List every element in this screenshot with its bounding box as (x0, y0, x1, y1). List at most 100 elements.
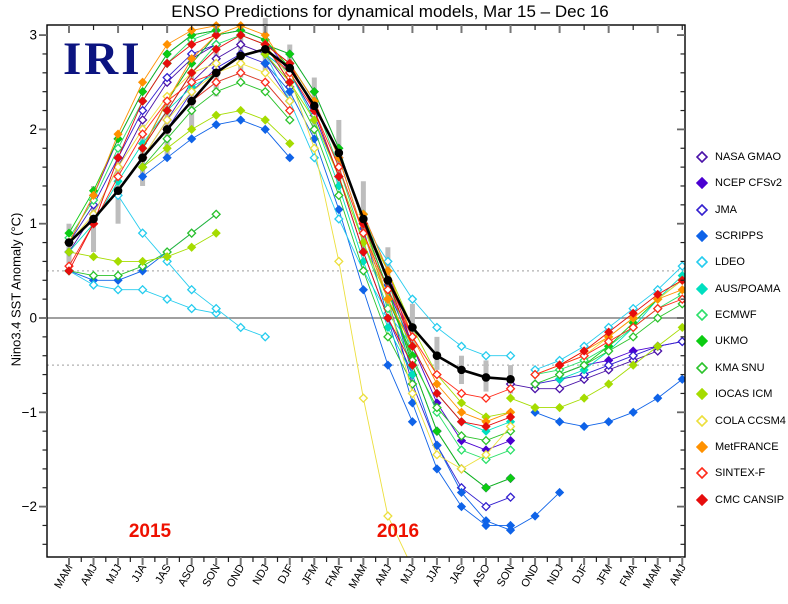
diamond-marker (284, 96, 295, 106)
diamond-marker (456, 464, 467, 474)
diamond-marker (162, 134, 172, 144)
model-series (64, 30, 685, 432)
diamond-marker (432, 369, 442, 380)
model-series (64, 49, 685, 375)
diamond-marker (137, 171, 148, 182)
diamond-marker (187, 30, 197, 40)
diamond-marker (653, 393, 663, 403)
observed-point (162, 125, 172, 134)
diamond-marker (309, 87, 319, 97)
diamond-marker (260, 332, 271, 342)
diamond-marker (137, 261, 148, 271)
diamond-marker (628, 407, 638, 417)
diamond-marker (653, 341, 663, 351)
x-tick-label: DJF (276, 562, 297, 586)
x-tick-label: JJA (130, 562, 150, 584)
diamond-marker (187, 134, 197, 144)
x-tick-label: MJJ (104, 563, 124, 586)
diamond-marker (653, 294, 663, 304)
diamond-marker (186, 77, 197, 88)
diamond-marker (260, 86, 271, 97)
model-series (64, 25, 685, 455)
diamond-marker (309, 143, 320, 154)
diamond-marker (162, 39, 172, 50)
diamond-marker (407, 388, 418, 399)
diamond-marker (530, 407, 540, 417)
y-tick-label: −2 (22, 499, 37, 514)
diamond-marker (383, 332, 393, 342)
diamond-marker (162, 105, 172, 116)
observed-point (432, 351, 442, 361)
diamond-marker (432, 449, 442, 460)
diamond-marker (284, 105, 295, 116)
y-tick-label: 1 (29, 216, 37, 231)
diamond-marker (186, 86, 197, 97)
diamond-marker (383, 313, 393, 323)
diamond-marker (236, 115, 246, 125)
diamond-marker (309, 124, 320, 135)
year-label-2016: 2016 (376, 521, 420, 542)
diamond-marker (383, 256, 393, 267)
observed-point (89, 214, 98, 224)
diamond-marker (211, 110, 221, 120)
diamond-marker (652, 303, 663, 314)
diamond-marker (554, 487, 565, 498)
diamond-marker (407, 398, 418, 408)
chart-title: ENSO Predictions for dynamical models, M… (171, 2, 609, 21)
x-tick-label: JAS (153, 563, 173, 586)
observed-point (359, 214, 368, 224)
diamond-marker (554, 402, 565, 413)
diamond-marker (285, 87, 295, 97)
diamond-marker (285, 138, 295, 149)
diamond-marker (456, 417, 467, 427)
diamond-marker (456, 445, 467, 455)
diamond-marker (579, 346, 589, 356)
diamond-marker (162, 49, 172, 59)
diamond-marker (88, 195, 99, 205)
diamond-marker (358, 285, 368, 295)
diamond-marker (187, 124, 197, 135)
diamond-marker (235, 68, 246, 78)
observed-point (260, 44, 270, 54)
diamond-marker (456, 431, 467, 441)
diamond-marker (235, 77, 246, 88)
diamond-marker (187, 68, 197, 78)
diamond-marker (505, 525, 516, 535)
diamond-marker (211, 58, 221, 69)
diamond-marker (358, 228, 369, 238)
diamond-marker (358, 247, 368, 257)
diamond-marker (113, 134, 123, 144)
reference-lines (47, 270, 685, 366)
diamond-marker (530, 402, 540, 413)
diamond-marker (554, 383, 565, 394)
y-tick-labels: 3 2 1 0 −1 −2 (22, 28, 37, 514)
diamond-marker (481, 501, 491, 512)
diamond-marker (554, 369, 565, 380)
x-tick-label: ASO (471, 562, 493, 589)
diamond-marker (285, 77, 295, 87)
x-tick-label: NDJ (251, 563, 272, 588)
diamond-marker (162, 256, 172, 267)
diamond-marker (162, 96, 172, 106)
diamond-marker (187, 25, 197, 35)
diamond-marker (505, 445, 516, 455)
diamond-marker (603, 346, 614, 356)
diamond-marker (334, 190, 344, 201)
diamond-marker (211, 120, 221, 130)
diamond-marker (407, 360, 418, 370)
x-tick-label: ASO (176, 562, 198, 589)
diamond-marker (456, 407, 467, 417)
diamond-marker (334, 214, 344, 224)
diamond-marker (137, 143, 148, 153)
diamond-marker (186, 284, 197, 295)
diamond-marker (88, 252, 99, 262)
diamond-marker (604, 327, 614, 337)
diamond-marker (579, 369, 589, 380)
diamond-marker (285, 49, 295, 59)
diamond-marker (530, 511, 540, 521)
x-tick-label: SON (495, 562, 517, 589)
diamond-marker (211, 30, 221, 40)
x-tick-label: OND (519, 562, 542, 589)
diamond-marker (554, 360, 565, 370)
